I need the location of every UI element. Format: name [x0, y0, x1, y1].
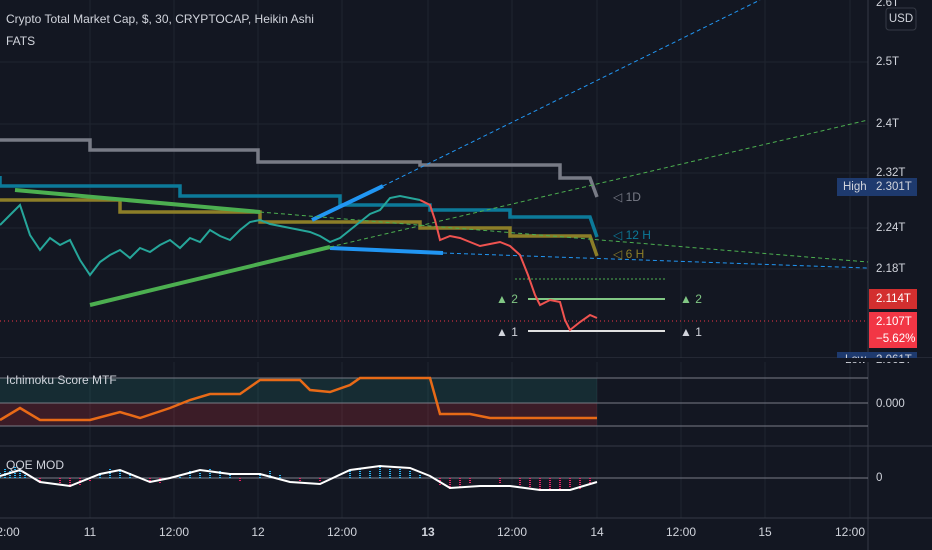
price-label: 2.24T	[876, 222, 905, 234]
price-label: 2.5T	[876, 56, 899, 68]
time-label: 12:00	[835, 525, 865, 539]
currency: USD	[889, 13, 913, 25]
level-label: ▲ 1	[496, 325, 518, 339]
qqe-line	[0, 464, 598, 491]
last-badge	[869, 312, 917, 348]
pane-axis-label: 0	[876, 472, 882, 484]
drawings	[0, 0, 869, 332]
time-label: 13	[421, 525, 435, 539]
pane-title: QQE MOD	[6, 458, 64, 472]
score-line	[0, 376, 597, 422]
fib-label: ◁ 6 H	[613, 247, 644, 261]
last-value: 2.107T	[876, 316, 912, 328]
pane-title: Ichimoku Score MTF	[6, 373, 117, 387]
last-change: −5.62%	[876, 333, 915, 345]
score-band-up	[0, 378, 597, 403]
time-label: 14	[590, 525, 604, 539]
low-clip	[0, 358, 932, 362]
pane-axis-label: 0.000	[876, 398, 905, 410]
level-label: ▲ 1	[680, 325, 702, 339]
time-label: 12:00	[327, 525, 357, 539]
time-label: 12:00	[159, 525, 189, 539]
time-label: 12:00	[666, 525, 696, 539]
fib-label: ◁ 12 H	[613, 228, 651, 242]
time-label: 12	[251, 525, 265, 539]
high-value: 2.301T	[876, 181, 912, 193]
score-levels	[0, 377, 868, 427]
price-label: 2.6T	[876, 0, 899, 9]
price-label: 2.18T	[876, 263, 905, 275]
level-label: ▲ 2	[496, 292, 518, 306]
high-label: High	[843, 181, 867, 193]
level-label: ▲ 2	[680, 292, 702, 306]
score-band-down	[0, 403, 597, 426]
chart-title: Crypto Total Market Cap, $, 30, CRYPTOCA…	[6, 12, 314, 26]
level-badge	[869, 289, 917, 309]
price-label: 2.4T	[876, 118, 899, 130]
low-tag	[837, 352, 917, 358]
time-label: 15	[758, 525, 772, 539]
price-label: 2.32T	[876, 167, 905, 179]
time-axis: 2:00 11 12:00 12 12:00 13 12:00 14 12:00…	[0, 525, 865, 539]
level-value: 2.114T	[876, 293, 911, 305]
fib-label: ◁ 1D	[613, 190, 641, 204]
time-label: 2:00	[0, 525, 20, 539]
currency-box	[885, 7, 917, 31]
time-label: 12:00	[497, 525, 527, 539]
high-tag	[837, 178, 869, 196]
indicator-name: FATS	[6, 34, 35, 48]
time-label: 11	[84, 525, 97, 539]
high-badge	[869, 178, 917, 196]
grid	[0, 0, 868, 518]
